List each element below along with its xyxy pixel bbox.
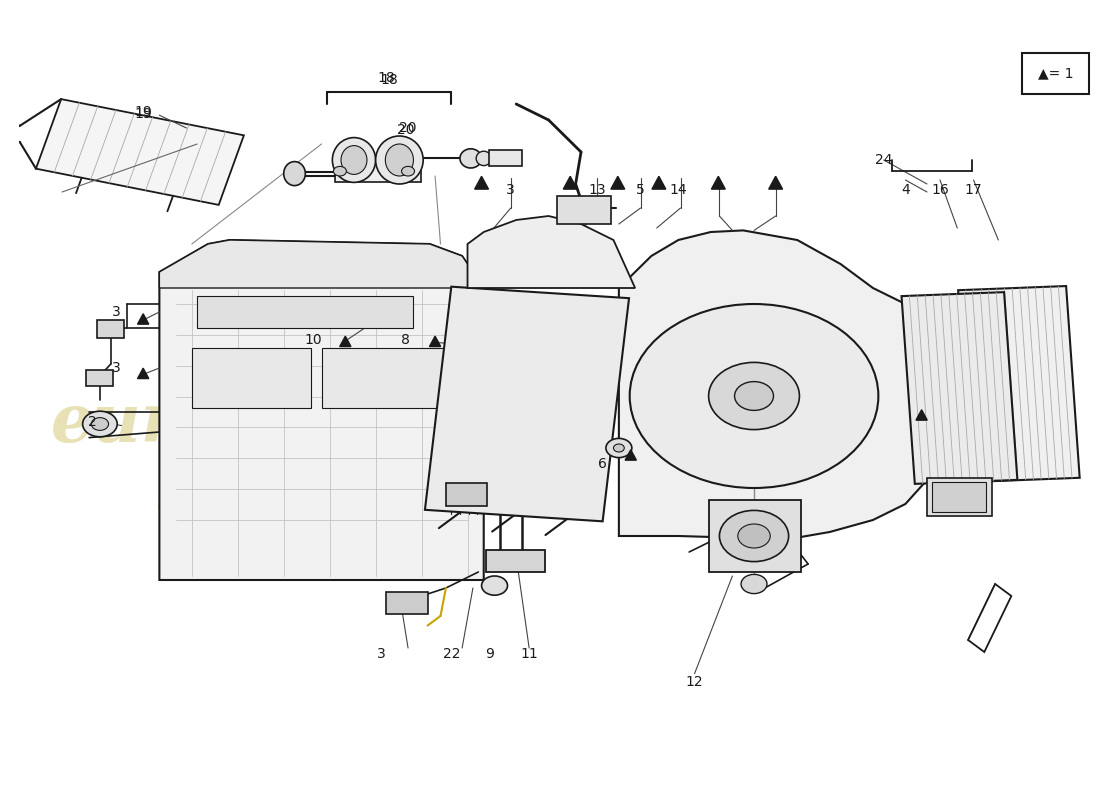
Polygon shape	[468, 216, 635, 288]
Circle shape	[738, 524, 770, 548]
Text: 10: 10	[304, 333, 321, 347]
Polygon shape	[160, 240, 484, 288]
Circle shape	[606, 438, 631, 458]
Text: 3: 3	[376, 647, 385, 662]
Text: 4: 4	[901, 183, 910, 198]
Bar	[97, 320, 123, 338]
Text: 24: 24	[874, 153, 892, 167]
Text: 9: 9	[485, 647, 494, 662]
Polygon shape	[563, 176, 578, 189]
Polygon shape	[610, 176, 625, 189]
Ellipse shape	[476, 151, 492, 166]
Bar	[708, 500, 801, 572]
Bar	[334, 158, 421, 182]
Bar	[558, 196, 612, 224]
Bar	[1022, 53, 1089, 94]
Ellipse shape	[332, 138, 375, 182]
Bar	[197, 296, 414, 328]
Bar	[570, 198, 603, 216]
Text: 13: 13	[588, 183, 606, 198]
Ellipse shape	[91, 418, 109, 430]
Circle shape	[708, 362, 800, 430]
Text: 12: 12	[685, 674, 703, 689]
Bar	[486, 550, 546, 572]
Text: 3: 3	[506, 183, 515, 198]
Polygon shape	[425, 286, 629, 522]
Circle shape	[614, 444, 625, 452]
Polygon shape	[160, 240, 484, 580]
Text: 20: 20	[397, 122, 415, 137]
Text: 8: 8	[402, 333, 410, 347]
Text: 18: 18	[377, 71, 395, 86]
Polygon shape	[712, 176, 725, 189]
Polygon shape	[138, 314, 148, 324]
Text: 16: 16	[931, 183, 949, 198]
Polygon shape	[968, 584, 1011, 652]
Ellipse shape	[460, 149, 482, 168]
Text: 22: 22	[442, 647, 460, 662]
Bar	[386, 592, 428, 614]
Bar	[191, 348, 310, 408]
Text: 19: 19	[134, 106, 152, 121]
Text: 6: 6	[598, 457, 607, 471]
Text: 2: 2	[88, 415, 97, 430]
Circle shape	[402, 166, 415, 176]
Polygon shape	[619, 230, 927, 538]
Text: eurospares: eurospares	[51, 391, 463, 457]
Ellipse shape	[82, 411, 118, 437]
Text: 5: 5	[636, 183, 645, 198]
Text: 19: 19	[134, 105, 152, 119]
Polygon shape	[36, 99, 244, 205]
Text: 14: 14	[670, 183, 688, 198]
Text: 11: 11	[520, 647, 538, 662]
Polygon shape	[340, 336, 351, 346]
Circle shape	[719, 510, 789, 562]
Polygon shape	[902, 292, 1018, 484]
Text: 3: 3	[112, 305, 121, 319]
Bar	[927, 478, 992, 516]
Bar	[321, 348, 462, 408]
Polygon shape	[916, 410, 927, 420]
Text: 18: 18	[381, 73, 398, 87]
Bar	[933, 482, 987, 512]
Polygon shape	[958, 286, 1080, 482]
Ellipse shape	[385, 144, 414, 176]
Text: a passion since 1985: a passion since 1985	[157, 493, 421, 515]
Circle shape	[741, 574, 767, 594]
Text: 3: 3	[112, 361, 121, 375]
Circle shape	[629, 304, 879, 488]
Bar	[446, 483, 487, 506]
Circle shape	[333, 166, 346, 176]
Polygon shape	[474, 176, 488, 189]
Bar	[490, 150, 521, 166]
Bar	[86, 370, 113, 386]
Text: ▲= 1: ▲= 1	[1038, 66, 1074, 81]
Ellipse shape	[284, 162, 306, 186]
Polygon shape	[652, 176, 666, 189]
Text: 20: 20	[399, 121, 417, 135]
Ellipse shape	[375, 136, 424, 184]
Circle shape	[735, 382, 773, 410]
Polygon shape	[429, 336, 441, 346]
Circle shape	[482, 576, 507, 595]
Polygon shape	[625, 450, 637, 460]
Text: 17: 17	[965, 183, 982, 198]
Polygon shape	[138, 368, 148, 378]
Polygon shape	[769, 176, 782, 189]
Ellipse shape	[341, 146, 367, 174]
